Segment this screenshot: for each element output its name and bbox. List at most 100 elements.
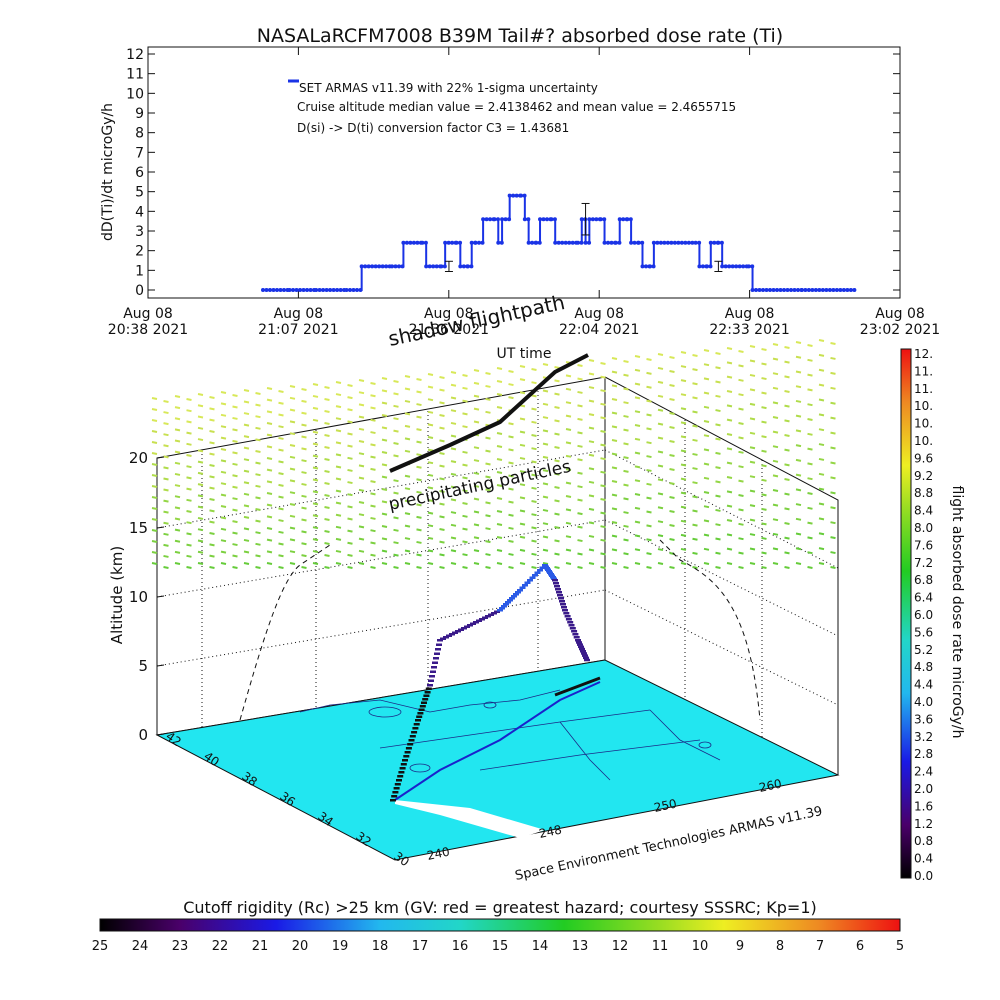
particle-mark (761, 551, 767, 555)
particle-mark (761, 377, 767, 381)
particle-mark (508, 370, 514, 373)
rigidity-colorbar-tick: 16 (452, 939, 469, 954)
data-point (408, 240, 413, 245)
particle-mark (818, 383, 825, 387)
particle-mark (381, 414, 388, 417)
particle-mark (588, 386, 595, 390)
particle-mark (255, 438, 261, 442)
particle-mark (680, 562, 687, 565)
particle-mark (496, 380, 503, 383)
particle-mark (393, 417, 399, 421)
particle-mark (427, 373, 434, 376)
particle-mark (657, 548, 664, 552)
flightpath-point (579, 647, 585, 651)
data-point (712, 240, 717, 245)
data-point (655, 240, 660, 245)
particle-mark (761, 507, 767, 511)
particle-mark (726, 404, 733, 408)
particle-mark (485, 553, 491, 557)
particle-mark (588, 467, 595, 471)
x-tick-time: 22:33 2021 (709, 322, 789, 338)
particle-mark (278, 542, 284, 546)
particle-mark (232, 554, 238, 558)
particle-mark (715, 566, 721, 569)
dose-colorbar-tick: 2.4 (914, 765, 933, 779)
particle-mark (381, 451, 388, 454)
particle-mark (726, 476, 733, 479)
particle-mark (761, 348, 767, 351)
particle-mark (577, 539, 583, 543)
particle-mark (163, 532, 169, 536)
particle-mark (496, 484, 503, 487)
particle-mark (772, 489, 779, 492)
rigidity-colorbar: Cutoff rigidity (Rc) >25 km (GV: red = g… (92, 898, 904, 954)
particle-mark (703, 533, 710, 537)
data-point (511, 193, 516, 198)
particle-mark (266, 410, 273, 414)
particle-mark (554, 406, 560, 409)
particle-mark (680, 351, 687, 354)
particle-mark (427, 536, 434, 540)
particle-mark (542, 455, 549, 459)
particle-mark (519, 378, 526, 382)
rigidity-colorbar-tick: 11 (652, 939, 669, 954)
y-tick-label: 10 (126, 86, 144, 102)
particle-mark (278, 413, 284, 417)
flightpath-point (440, 637, 446, 640)
particle-mark (634, 493, 641, 496)
particle-mark (312, 394, 319, 398)
particle-mark (646, 468, 652, 472)
particle-mark (519, 496, 526, 500)
data-point (651, 240, 656, 245)
flightpath-point (431, 666, 437, 669)
particle-mark (634, 562, 641, 565)
particle-mark (554, 566, 560, 569)
particle-mark (255, 519, 261, 523)
particle-mark (358, 525, 365, 529)
altitude-tick (156, 733, 165, 736)
particle-mark (715, 508, 721, 512)
particle-mark (174, 495, 181, 499)
particle-mark (324, 422, 330, 425)
rigidity-colorbar-tick: 17 (412, 939, 429, 954)
particle-mark (427, 562, 434, 565)
flightpath-point (509, 597, 515, 600)
particle-mark (358, 403, 365, 407)
particle-mark (439, 477, 445, 481)
particle-mark (163, 510, 169, 514)
particle-mark (554, 539, 560, 543)
particle-mark (611, 562, 618, 565)
altitude-axis: 0 5 10 15 20 (129, 449, 165, 744)
particle-mark (761, 449, 767, 453)
data-point (358, 288, 363, 292)
particle-mark (807, 403, 813, 407)
data-point (764, 288, 769, 292)
particle-mark (381, 475, 388, 479)
particle-mark (715, 494, 721, 498)
particle-mark (462, 425, 468, 429)
particle-mark (738, 508, 744, 512)
dose-colorbar-tick: 3.2 (914, 730, 933, 744)
particle-mark (738, 378, 744, 382)
data-point (693, 240, 698, 245)
data-point (676, 240, 681, 245)
data-point (331, 288, 336, 292)
particle-mark (347, 396, 353, 400)
particle-mark (646, 371, 652, 375)
data-point (563, 240, 568, 245)
particle-mark (266, 550, 273, 554)
data-point (834, 288, 839, 292)
particle-mark (646, 538, 652, 542)
particle-mark (784, 507, 790, 511)
particle-mark (531, 539, 537, 543)
particle-mark (600, 498, 606, 501)
grid-lines (156, 391, 839, 740)
particle-mark (669, 538, 675, 541)
dose-colorbar-tick: 9.6 (914, 451, 933, 465)
flightpath-point (392, 791, 399, 794)
precipitating-particles-field (151, 339, 836, 569)
particle-mark (186, 465, 192, 469)
particle-mark (416, 403, 422, 407)
data-point (669, 240, 674, 245)
particle-mark (347, 468, 353, 472)
